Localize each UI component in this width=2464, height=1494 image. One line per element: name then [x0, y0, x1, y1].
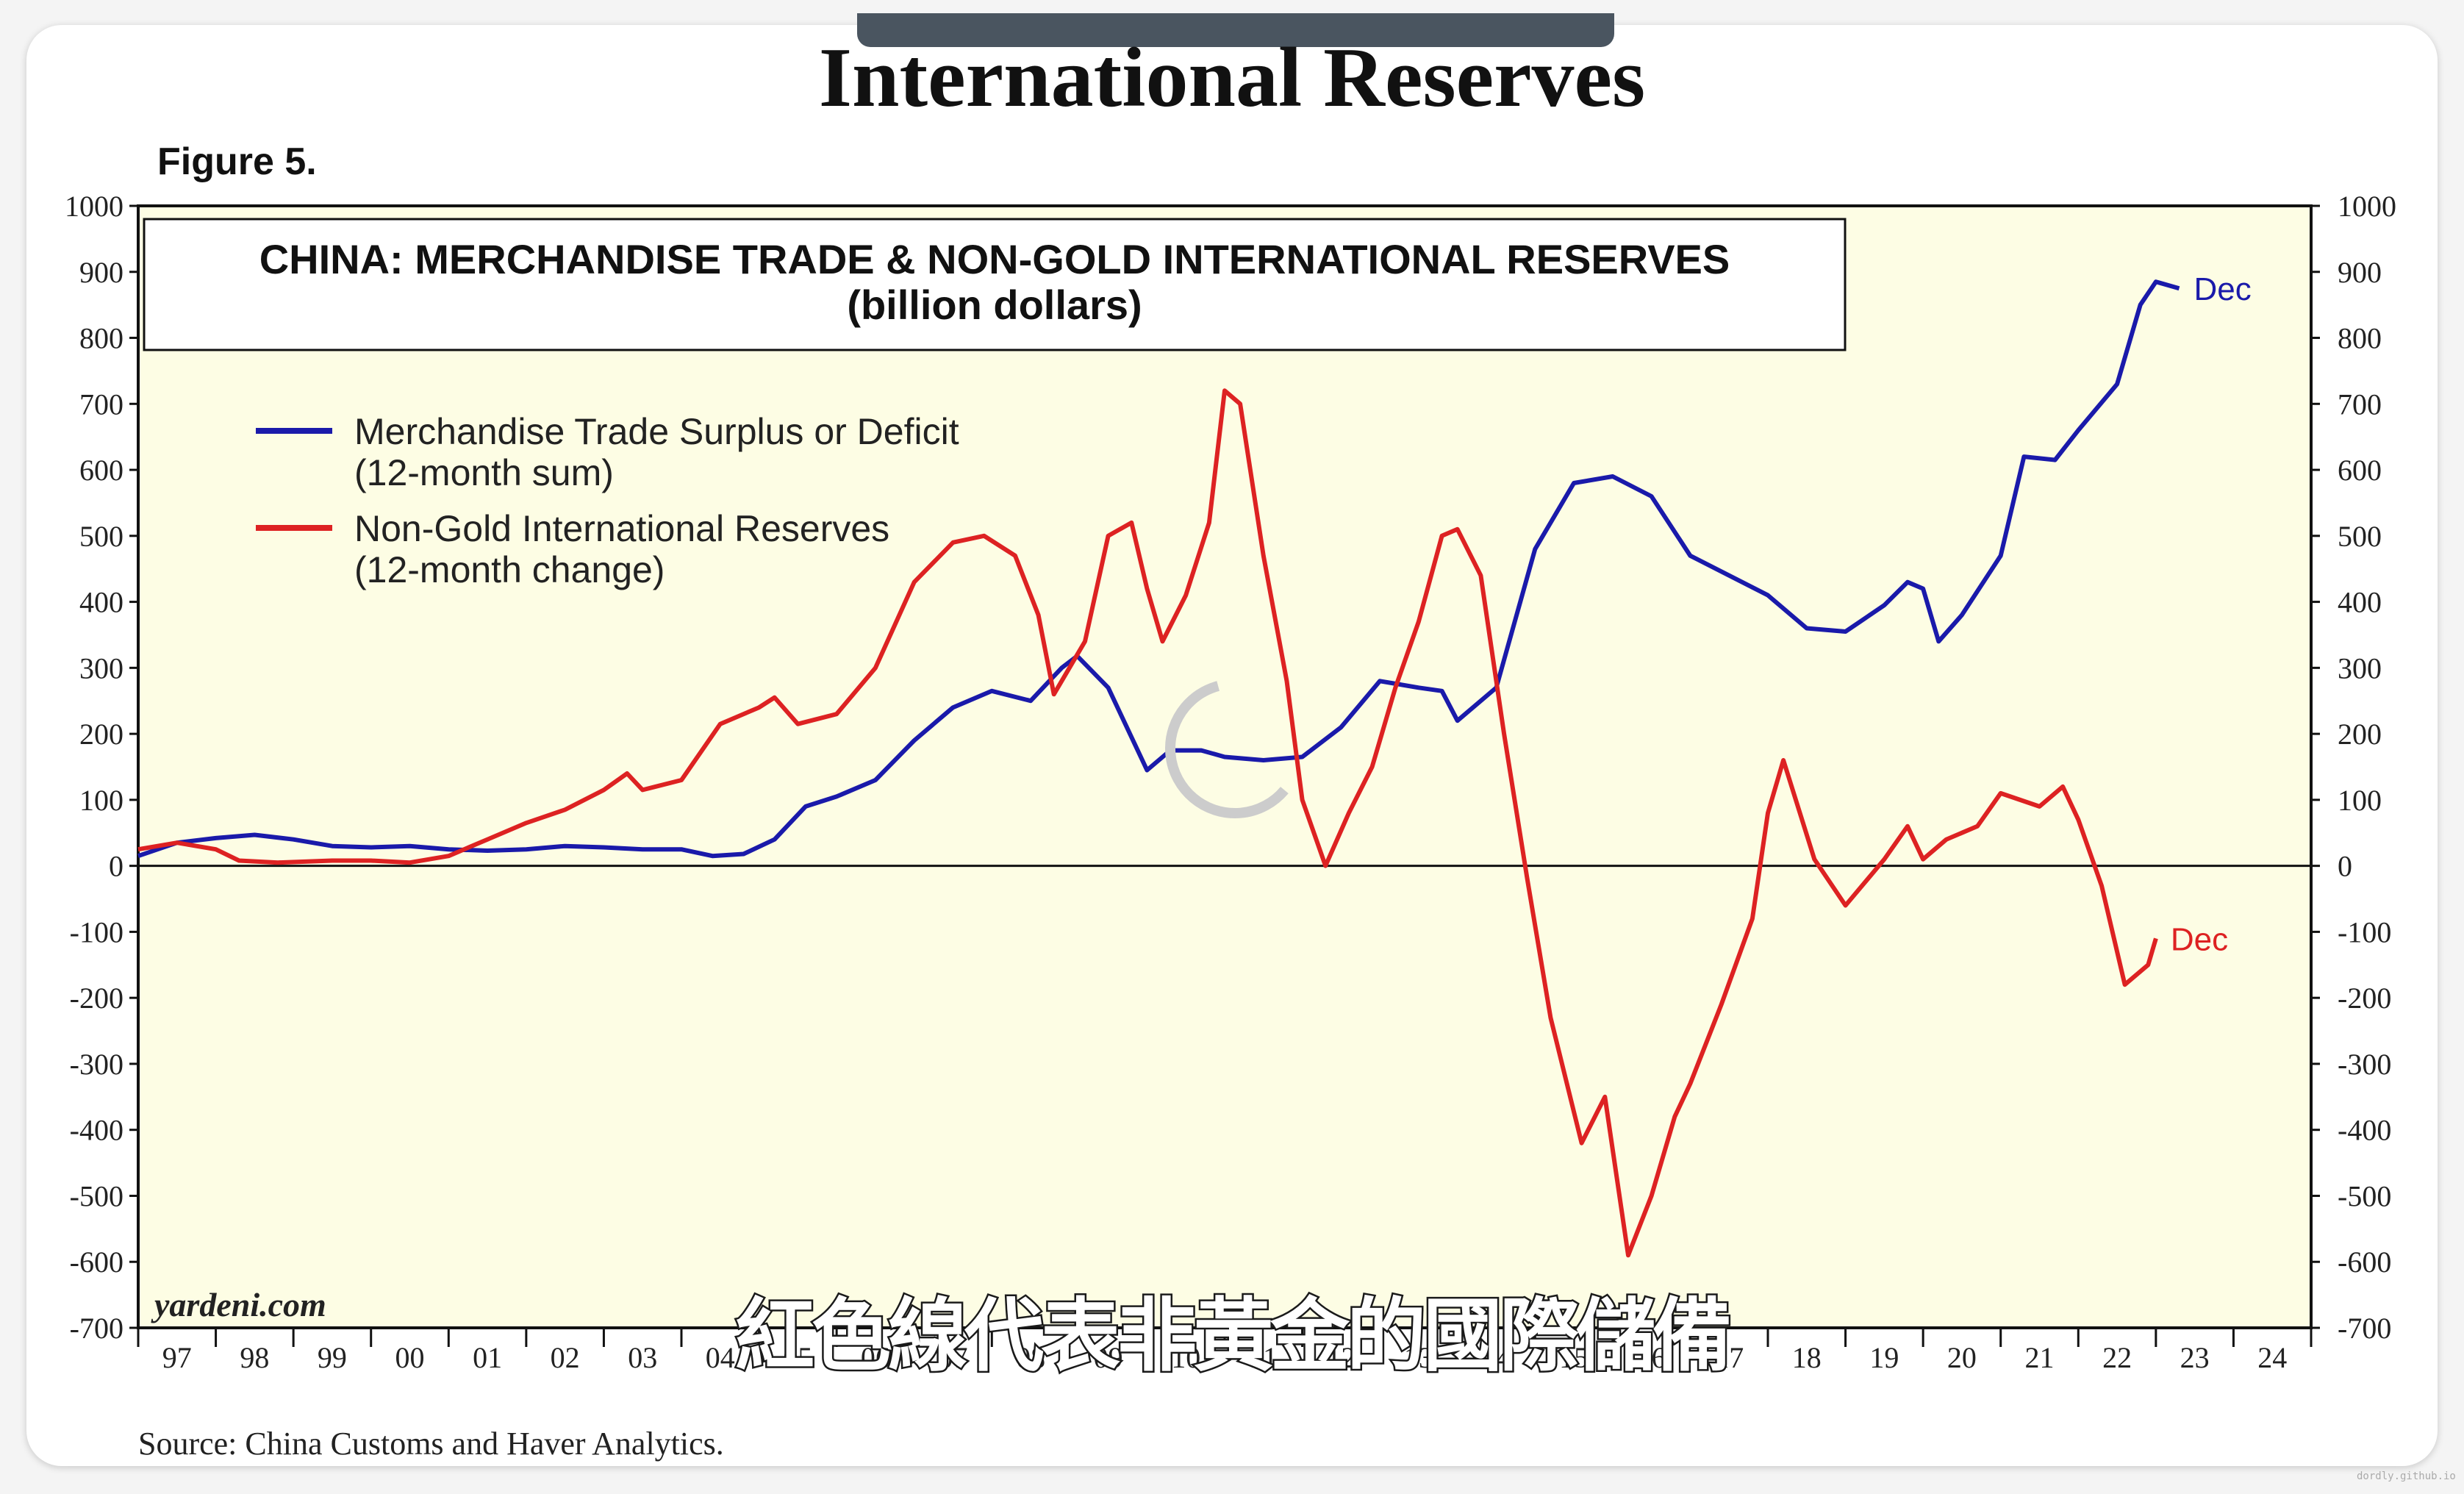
y-tick-label-right: -300 [2338, 1048, 2391, 1081]
y-tick-label-left: -300 [70, 1048, 123, 1081]
y-axis-right: 10009008007006005004003002001000-100-200… [2311, 190, 2396, 1345]
x-tick-label: 97 [162, 1341, 192, 1374]
plot-area [137, 204, 2313, 1329]
video-subtitle: 紅色線代表非黃金的國際儲備 [733, 1289, 1733, 1384]
x-tick-label: 07 [939, 1341, 968, 1374]
y-tick-label-right: 0 [2338, 850, 2352, 883]
figure-label: Figure 5. [157, 140, 317, 183]
y-tick-label-right: -200 [2338, 982, 2391, 1015]
legend-label-trade-sub: (12-month sum) [354, 452, 614, 493]
y-tick-label-left: 900 [79, 256, 123, 289]
x-tick-label: 98 [240, 1341, 269, 1374]
y-tick-label-right: -500 [2338, 1179, 2391, 1212]
chart-title-box: CHINA: MERCHANDISE TRADE & NON-GOLD INTE… [143, 218, 1847, 351]
brand-label: yardeni.com [151, 1286, 326, 1323]
y-tick-label-right: 400 [2338, 586, 2382, 619]
y-tick-label-left: 100 [79, 784, 123, 817]
x-tick-label: 13 [1404, 1341, 1433, 1374]
watermark: dordly.github.io [2357, 1470, 2456, 1482]
x-tick-label: 24 [2257, 1341, 2287, 1374]
y-tick-label-right: 600 [2338, 454, 2382, 487]
y-tick-label-left: 1000 [65, 190, 123, 223]
y-axis-left: 10009008007006005004003002001000-100-200… [65, 190, 138, 1345]
y-tick-label-right: 100 [2338, 784, 2382, 817]
series-layer: Dec Dec [137, 271, 2252, 1258]
y-tick-label-right: 500 [2338, 520, 2382, 553]
legend-label-reserves: Non-Gold International Reserves [354, 508, 889, 549]
y-tick-label-left: 200 [79, 718, 123, 751]
y-tick-label-left: 800 [79, 322, 123, 355]
x-tick-label: 03 [628, 1341, 657, 1374]
x-tick-label: 00 [395, 1341, 425, 1374]
x-tick-label: 01 [473, 1341, 502, 1374]
y-tick-label-left: -100 [70, 915, 123, 948]
y-tick-label-left: 500 [79, 520, 123, 553]
x-tick-label: 17 [1714, 1341, 1744, 1374]
x-tick-label: 06 [861, 1341, 890, 1374]
x-tick-label: 05 [783, 1341, 812, 1374]
x-tick-label: 16 [1637, 1341, 1666, 1374]
series-line-trade [137, 279, 2180, 859]
y-tick-label-left: -700 [70, 1312, 123, 1345]
x-tick-label: 12 [1326, 1341, 1355, 1374]
slide-title: International Reserves [818, 31, 1646, 125]
y-tick-label-right: -600 [2338, 1245, 2391, 1279]
x-tick-label: 22 [2102, 1341, 2132, 1374]
x-tick-label: 18 [1792, 1341, 1822, 1374]
x-tick-label: 19 [1869, 1341, 1899, 1374]
y-tick-label-right: 300 [2338, 651, 2382, 685]
legend-label-trade: Merchandise Trade Surplus or Deficit [354, 411, 959, 452]
chart-subtitle: (billion dollars) [847, 282, 1142, 328]
y-tick-label-right: 900 [2338, 256, 2382, 289]
x-tick-label: 14 [1482, 1341, 1511, 1374]
x-tick-label: 04 [706, 1341, 735, 1374]
x-tick-label: 15 [1559, 1341, 1589, 1374]
x-tick-label: 10 [1171, 1341, 1200, 1374]
x-tick-label: 23 [2180, 1341, 2210, 1374]
y-tick-label-right: 700 [2338, 387, 2382, 421]
y-tick-label-right: -700 [2338, 1312, 2391, 1345]
video-top-bar [857, 13, 1614, 47]
x-tick-label: 02 [551, 1341, 580, 1374]
y-tick-label-left: 400 [79, 586, 123, 619]
y-tick-label-left: 300 [79, 651, 123, 685]
x-tick-label: 99 [318, 1341, 347, 1374]
y-tick-label-right: -100 [2338, 915, 2391, 948]
chart-title: CHINA: MERCHANDISE TRADE & NON-GOLD INTE… [259, 236, 1730, 282]
x-tick-label: 20 [1947, 1341, 1977, 1374]
y-tick-label-right: 800 [2338, 322, 2382, 355]
series-line-reserves [137, 388, 2158, 1258]
x-tick-label: 08 [1016, 1341, 1045, 1374]
y-tick-label-left: 0 [109, 850, 123, 883]
x-tick-label: 09 [1094, 1341, 1123, 1374]
legend-label-reserves-sub: (12-month change) [354, 549, 665, 590]
source-note: Source: China Customs and Haver Analytic… [138, 1426, 724, 1462]
y-tick-label-left: -200 [70, 982, 123, 1015]
end-label-reserves: Dec [2171, 921, 2228, 957]
y-tick-label-left: -400 [70, 1114, 123, 1147]
y-tick-label-left: -600 [70, 1245, 123, 1279]
legend: Merchandise Trade Surplus or Deficit (12… [256, 411, 959, 590]
y-tick-label-left: 700 [79, 387, 123, 421]
y-tick-label-right: -400 [2338, 1114, 2391, 1147]
end-label-trade: Dec [2194, 271, 2252, 307]
y-tick-label-right: 200 [2338, 718, 2382, 751]
y-tick-label-right: 1000 [2338, 190, 2396, 223]
y-tick-label-left: 600 [79, 454, 123, 487]
x-axis: 97 98 99 00 01 02 03 04 05 06 07 08 09 10 11 12 13 14 15 16… [137, 1328, 2313, 1374]
loading-spinner-icon [1165, 679, 1305, 818]
x-tick-label: 11 [1250, 1341, 1278, 1374]
x-tick-label: 21 [2025, 1341, 2055, 1374]
y-tick-label-left: -500 [70, 1179, 123, 1212]
